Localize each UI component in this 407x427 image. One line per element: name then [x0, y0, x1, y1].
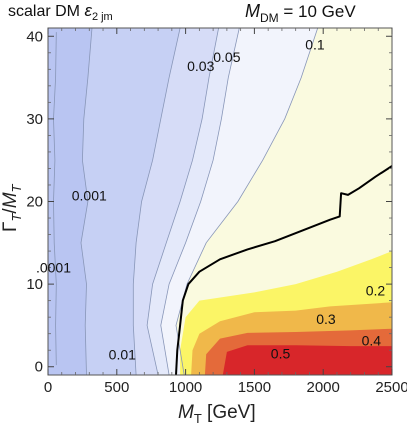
contour-label: 0.03 [187, 58, 214, 74]
contour-line-1 [80, 28, 93, 375]
contour-line-5 [175, 28, 319, 375]
contour-labels: .0001 0.001 0.01 0.030.05 0.1 0.2 0.3 0.4 0.5 [36, 37, 385, 363]
contour-region-9 [222, 345, 392, 375]
contour-label: .0001 [36, 260, 71, 276]
contour-label: 0.1 [305, 37, 325, 53]
chart-title-right: MDM = 10 GeV [245, 1, 356, 25]
x-axis-label: MT [GeV] [178, 402, 256, 426]
y-tick-label: 0 [35, 359, 43, 376]
contour-line-4 [160, 28, 240, 375]
x-tick-label: 1000 [169, 379, 202, 396]
contour-label: 0.5 [271, 346, 291, 362]
contour-label: 0.4 [362, 332, 382, 348]
contour-line-2 [132, 28, 181, 375]
exclusion-curve-group [175, 165, 392, 375]
y-axis-label: ΓT/MT [0, 183, 24, 232]
x-tick-label: 500 [104, 379, 129, 396]
exclusion-curve [175, 165, 392, 375]
y-tick-label: 10 [26, 276, 43, 293]
contour-label: 0.01 [109, 346, 136, 362]
contour-label: 0.2 [366, 283, 386, 299]
x-tick-label: 1500 [238, 379, 271, 396]
x-tick-label: 0 [44, 379, 52, 396]
y-tick-label: 40 [26, 28, 43, 45]
contour-label: 0.001 [72, 188, 107, 204]
chart-title-left: scalar DM ε2 jm [8, 1, 113, 23]
contour-label: 0.05 [213, 49, 240, 65]
x-tick-label: 2500 [375, 379, 407, 396]
y-tick-label: 30 [26, 111, 43, 128]
contour-label: 0.3 [316, 311, 336, 327]
contour-regions [48, 28, 392, 375]
x-tick-label: 2000 [307, 379, 340, 396]
contour-line-3 [146, 28, 219, 375]
axis-ticks: 0 500 1000 1500 2000 2500 0 10 20 30 40 [26, 28, 407, 396]
y-tick-label: 20 [26, 194, 43, 211]
